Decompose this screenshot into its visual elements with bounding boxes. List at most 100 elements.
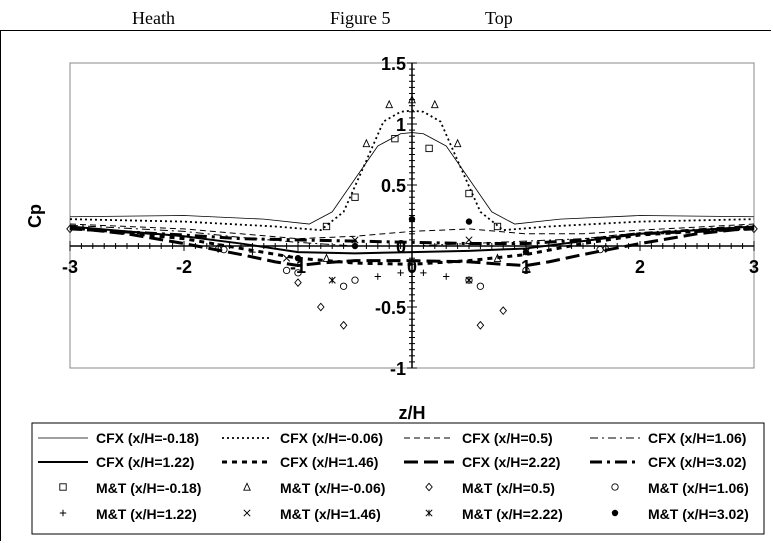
legend-item: M&T (x/H=1.46) xyxy=(243,506,381,522)
data-point xyxy=(328,276,336,284)
legend-label: M&T (x/H=1.22) xyxy=(96,506,197,522)
y-tick-label: 1.5 xyxy=(381,54,406,74)
series-line xyxy=(69,109,755,232)
data-point xyxy=(465,218,473,225)
series-line xyxy=(69,226,755,266)
legend-item: CFX (x/H=-0.06) xyxy=(222,430,383,446)
legend-item: CFX (x/H=1.06) xyxy=(590,430,746,446)
data-point xyxy=(362,138,371,148)
data-point xyxy=(453,138,462,148)
series-12 xyxy=(249,248,450,280)
legend-item: CFX (x/H=1.22) xyxy=(38,454,194,470)
legend-marker xyxy=(243,482,251,491)
data-point xyxy=(430,99,439,109)
x-tick-label: 2 xyxy=(635,257,645,277)
data-point xyxy=(385,99,394,109)
x-tick-label: -3 xyxy=(62,257,78,277)
legend-label: M&T (x/H=2.22) xyxy=(462,506,563,522)
legend-item: CFX (x/H=3.02) xyxy=(590,454,746,470)
y-tick-label: -1 xyxy=(390,359,406,379)
data-point xyxy=(339,320,348,330)
tick-labels: -3 -2 -1 0 1 2 3 1.5 1 0.5 0 -0.5 -1 xyxy=(62,54,759,379)
x-axis-label: z/H xyxy=(399,403,426,423)
data-point xyxy=(249,248,256,256)
x-tick-label: 1 xyxy=(521,257,531,277)
data-point xyxy=(351,276,359,284)
series-line xyxy=(69,227,755,246)
header-author: Heath xyxy=(132,8,175,28)
header-position: Top xyxy=(485,8,513,28)
x-tick-label: -1 xyxy=(290,257,306,277)
legend-label: M&T (x/H=0.5) xyxy=(462,480,555,496)
legend-label: CFX (x/H=1.46) xyxy=(280,454,378,470)
y-axis-label: Cp xyxy=(25,204,45,228)
legend-marker xyxy=(611,483,619,491)
series-3 xyxy=(69,224,755,247)
data-point xyxy=(351,236,359,244)
data-point xyxy=(351,193,359,201)
data-point xyxy=(322,222,331,231)
data-point xyxy=(465,189,473,198)
data-point xyxy=(522,266,530,275)
legend-item: CFX (x/H=2.22) xyxy=(404,454,560,470)
data-point xyxy=(339,282,348,290)
legend-label: M&T (x/H=-0.18) xyxy=(96,480,201,496)
chart-frame xyxy=(0,30,771,541)
data-point xyxy=(283,254,291,262)
data-point xyxy=(750,224,758,234)
legend-item: CFX (x/H=1.46) xyxy=(222,454,378,470)
series-14 xyxy=(328,276,473,284)
data-point xyxy=(408,94,416,104)
series-line xyxy=(69,132,755,225)
data-point xyxy=(214,244,222,253)
legend-item: M&T (x/H=1.22) xyxy=(59,506,197,522)
data-point xyxy=(220,246,228,254)
data-point xyxy=(282,266,291,275)
data-point xyxy=(522,248,530,256)
x-tick-label: 3 xyxy=(749,257,759,277)
legend: CFX (x/H=-0.18) CFX (x/H=-0.06) CFX (x/H=0… xyxy=(38,430,749,522)
data-point xyxy=(397,269,404,277)
legend-marker xyxy=(59,509,67,517)
y-tick-label: 0 xyxy=(396,237,406,257)
data-point xyxy=(322,253,331,262)
series-10 xyxy=(66,224,758,330)
legend-item: CFX (x/H=-0.18) xyxy=(38,430,199,446)
legend-item: M&T (x/H=2.22) xyxy=(425,506,563,522)
series-11 xyxy=(220,246,604,290)
legend-item: M&T (x/H=1.06) xyxy=(611,480,749,496)
x-tick-label: 0 xyxy=(407,257,417,277)
data-point xyxy=(294,269,302,277)
legend-marker xyxy=(425,482,433,492)
data-point xyxy=(425,144,433,153)
legend-item: M&T (x/H=-0.18) xyxy=(59,480,201,496)
legend-item: M&T (x/H=-0.06) xyxy=(243,480,385,496)
legend-item: M&T (x/H=0.5) xyxy=(425,480,555,496)
legend-label: CFX (x/H=1.06) xyxy=(648,430,746,446)
series-layer xyxy=(66,94,758,330)
series-2 xyxy=(69,223,755,240)
legend-item: CFX (x/H=0.5) xyxy=(404,430,553,446)
series-6 xyxy=(69,226,755,268)
data-point xyxy=(443,273,450,280)
legend-box xyxy=(31,422,765,535)
data-point xyxy=(317,302,325,312)
data-point xyxy=(476,282,485,290)
series-line xyxy=(69,223,755,240)
axes xyxy=(69,62,755,369)
legend-label: M&T (x/H=1.06) xyxy=(648,480,749,496)
data-point xyxy=(499,306,507,316)
series-8 xyxy=(322,134,502,231)
series-5 xyxy=(69,226,755,266)
legend-label: M&T (x/H=1.46) xyxy=(280,506,381,522)
series-0 xyxy=(69,132,755,225)
x-tick-label: -2 xyxy=(176,257,192,277)
data-point xyxy=(408,215,416,223)
series-1 xyxy=(69,109,755,232)
data-point xyxy=(294,255,302,262)
data-point xyxy=(465,276,473,284)
data-point xyxy=(493,222,502,231)
data-point xyxy=(294,278,302,287)
legend-label: M&T (x/H=-0.06) xyxy=(280,480,385,496)
